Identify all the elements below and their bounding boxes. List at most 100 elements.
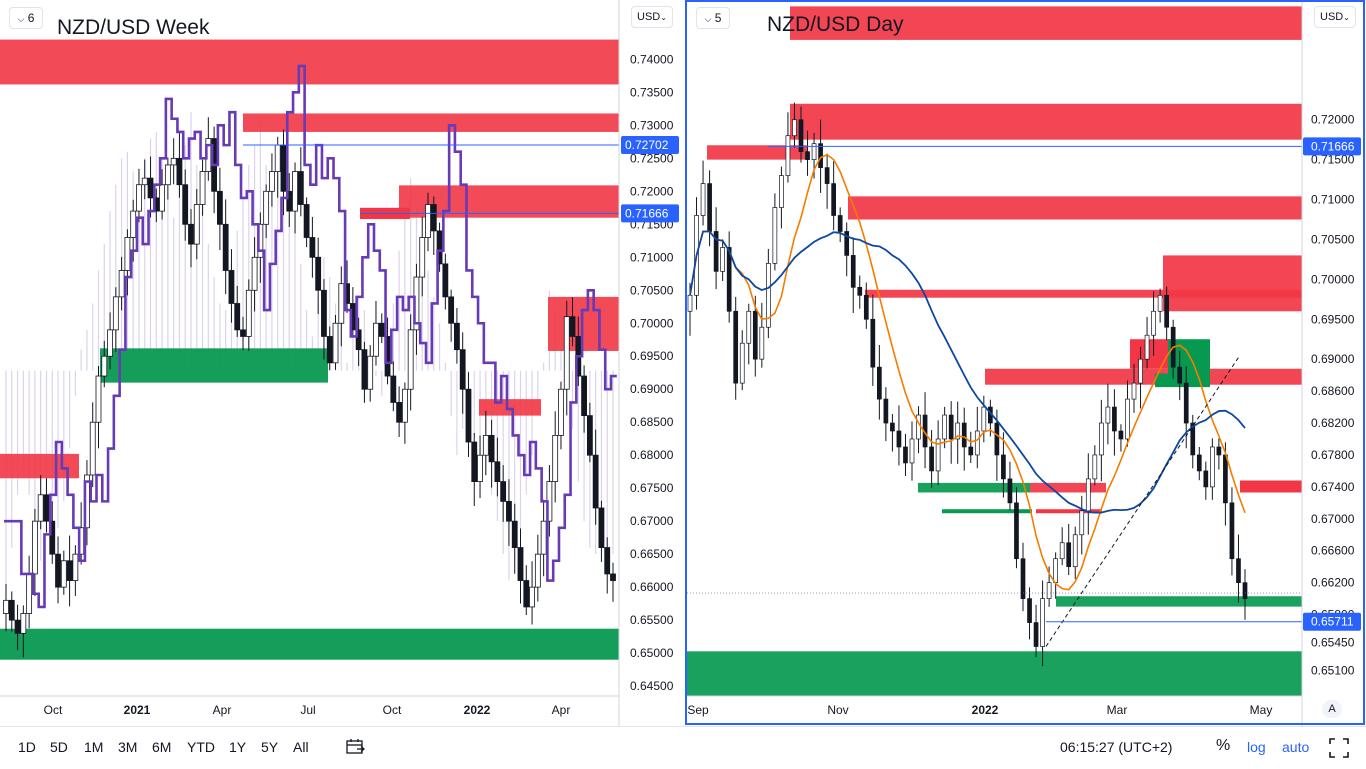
- auto-scale-button[interactable]: A: [1322, 700, 1342, 718]
- candle-body: [517, 547, 524, 581]
- right-interval-button[interactable]: ⌵ 5: [696, 7, 730, 29]
- auto-scale-label: A: [1328, 703, 1336, 715]
- price-badge-label: 0.71666: [1311, 139, 1355, 153]
- candle-body: [1131, 382, 1137, 400]
- zone-red: [790, 6, 1302, 40]
- candle-body: [361, 349, 368, 390]
- timeframe-5y[interactable]: 5Y: [261, 739, 279, 755]
- left-interval-button[interactable]: ⌵ 6: [9, 7, 43, 29]
- y-tick-label: 0.67500: [630, 481, 674, 495]
- candle-body: [720, 247, 725, 272]
- candle-body: [286, 190, 293, 212]
- timeframe-all[interactable]: All: [293, 739, 309, 755]
- candle-body: [687, 294, 693, 312]
- fullscreen-icon[interactable]: [1328, 737, 1350, 759]
- left-price-axis: 0.740000.735000.730000.725000.720000.715…: [618, 0, 679, 726]
- zone-green: [0, 628, 619, 660]
- candle-body: [877, 366, 882, 400]
- candle-body: [1027, 598, 1032, 623]
- candle-body: [929, 446, 934, 472]
- candle-body: [95, 375, 102, 423]
- y-tick-label: 0.68500: [630, 415, 674, 429]
- y-tick-label: 0.72000: [1311, 113, 1355, 127]
- zone-green: [100, 348, 328, 383]
- candle-body: [107, 329, 113, 357]
- candle-body: [274, 144, 281, 172]
- candle-body: [471, 441, 478, 482]
- zone-red: [1130, 339, 1170, 369]
- y-tick-label: 0.69000: [630, 382, 674, 396]
- candle-body: [1183, 382, 1189, 424]
- candle-body: [37, 494, 44, 522]
- candle-body: [280, 144, 287, 192]
- zone-red: [548, 296, 619, 351]
- price-badge-label: 0.72702: [625, 138, 669, 152]
- candle-body: [1040, 598, 1045, 647]
- left-currency: USD: [637, 11, 661, 23]
- x-tick-label: Oct: [44, 703, 63, 717]
- timeframe-3m[interactable]: 3M: [118, 739, 138, 755]
- candle-body: [159, 184, 165, 212]
- timeframe-6m[interactable]: 6M: [152, 739, 172, 755]
- candle-body: [837, 215, 843, 232]
- candle-body: [1177, 366, 1183, 384]
- x-tick-label: Apr: [552, 703, 571, 717]
- log-toggle[interactable]: log: [1247, 739, 1266, 755]
- candle-body: [378, 322, 385, 337]
- date-range-icon[interactable]: [344, 737, 366, 757]
- clock[interactable]: 06:15:27 (UTC+2): [1060, 739, 1173, 755]
- chevron-down-icon: ⌄: [660, 13, 667, 22]
- chevron-down-icon: ⌵: [704, 14, 712, 24]
- candle-body: [540, 520, 547, 555]
- charts-canvas[interactable]: 0.74000 0.73500 0.73000 0.72500 0.72000 0.715…: [0, 0, 1366, 726]
- purple-step-line: [4, 64, 617, 609]
- candle-body: [454, 322, 460, 351]
- x-tick-label: 2022: [972, 703, 999, 717]
- y-tick-label: 0.70000: [1311, 272, 1355, 286]
- candle-body: [269, 171, 275, 192]
- timeframe-1m[interactable]: 1M: [84, 739, 104, 755]
- timeframe-1d[interactable]: 1D: [18, 739, 36, 755]
- candle-body: [857, 286, 863, 296]
- candle-body: [707, 183, 712, 232]
- candle-body: [141, 177, 148, 186]
- candle-body: [1210, 446, 1215, 488]
- timeframe-ytd[interactable]: YTD: [187, 739, 215, 755]
- auto-toggle[interactable]: auto: [1282, 739, 1310, 755]
- candle-body: [494, 461, 501, 482]
- candle-body: [263, 190, 270, 225]
- zone-red: [707, 145, 807, 160]
- y-tick-label: 0.68600: [1311, 384, 1355, 398]
- y-tick-label: 0.72500: [630, 151, 674, 165]
- candle-body: [112, 296, 119, 331]
- candle-body: [592, 454, 599, 509]
- timeframe-1y[interactable]: 1Y: [229, 739, 247, 755]
- candle-body: [811, 143, 817, 160]
- left-currency-button[interactable]: USD⌄: [631, 6, 673, 28]
- candle-body: [488, 435, 495, 463]
- percent-toggle[interactable]: %: [1216, 737, 1231, 754]
- right-price-axis: 0.72000 0.71500 0.71000 0.70500 0.70000 0.695…: [1301, 0, 1361, 726]
- left-chart: [0, 0, 619, 696]
- chevron-down-icon: ⌵: [17, 14, 25, 24]
- timeframe-5d[interactable]: 5D: [50, 739, 68, 755]
- bottom-toolbar: 1D 5D 1M 3M 6M YTD 1Y 5Y All 06:15:27 (U…: [0, 726, 1366, 769]
- candle-body: [465, 388, 472, 443]
- candle-body: [60, 560, 67, 588]
- zone-green: [1155, 373, 1210, 388]
- candle-body: [1236, 558, 1241, 584]
- zone-red: [0, 453, 79, 479]
- right-currency-button[interactable]: USD⌄: [1314, 6, 1356, 28]
- candle-body: [234, 303, 241, 331]
- candle-body: [199, 171, 206, 205]
- candle-body: [477, 454, 483, 482]
- candle-body: [130, 210, 137, 238]
- candle-body: [1157, 294, 1163, 312]
- candle-body: [245, 289, 252, 337]
- candle-body: [251, 256, 258, 291]
- candle-body: [994, 422, 1000, 456]
- candle-body: [396, 402, 403, 423]
- x-tick-label: May: [1250, 703, 1273, 717]
- candle-body: [303, 204, 310, 238]
- x-tick-label: Mar: [1107, 703, 1128, 717]
